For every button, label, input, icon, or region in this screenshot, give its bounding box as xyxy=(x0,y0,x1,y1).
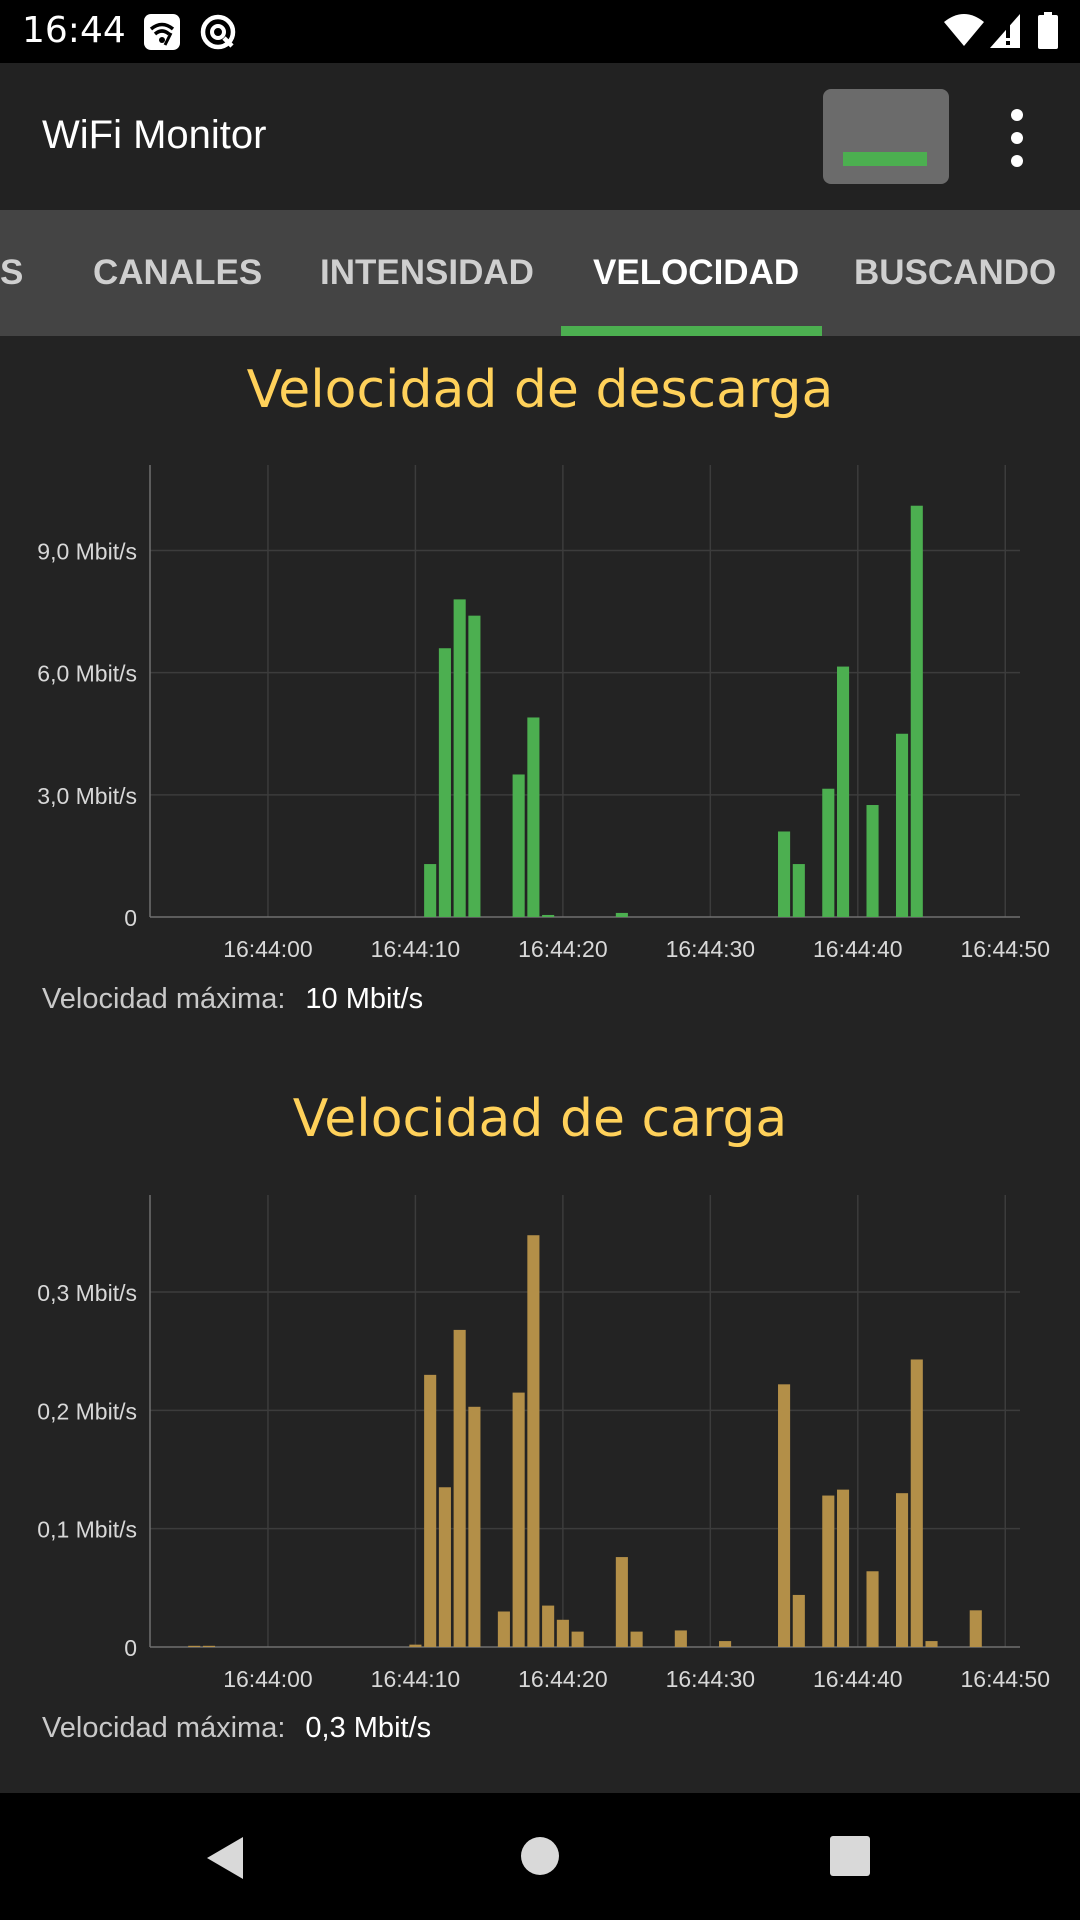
download-bar xyxy=(453,599,466,917)
upload-max-value: 0,3 Mbit/s xyxy=(305,1712,432,1744)
upload-x-tick-label: 16:44:50 xyxy=(960,1666,1050,1692)
tab-s[interactable]: S xyxy=(0,253,24,292)
upload-bar xyxy=(438,1487,451,1647)
upload-bar xyxy=(542,1605,555,1647)
upload-bar xyxy=(969,1610,982,1647)
upload-y-tick-label: 0 xyxy=(124,1635,137,1661)
upload-bar xyxy=(778,1384,791,1647)
upload-x-tick-label: 16:44:40 xyxy=(813,1666,903,1692)
upload-bar xyxy=(837,1489,850,1647)
upload-bar xyxy=(792,1594,805,1647)
download-bar xyxy=(615,912,628,917)
upload-chart: 16:44:00 16:44:10 16:44:20 16:44:30 16:44:40… xyxy=(37,1195,1050,1692)
upload-bar xyxy=(556,1619,569,1647)
download-bar xyxy=(778,831,791,917)
download-chart-title: Velocidad de descarga xyxy=(246,360,834,420)
tab-indicator xyxy=(561,326,822,336)
cell-signal-icon xyxy=(988,12,1022,55)
download-bar xyxy=(866,805,879,917)
upload-x-tick-label: 16:44:20 xyxy=(518,1666,608,1692)
app-bar: WiFi Monitor xyxy=(0,63,1080,210)
upload-bar xyxy=(453,1329,466,1647)
more-vert-icon[interactable] xyxy=(990,103,1044,173)
upload-bar xyxy=(719,1641,732,1647)
battery-widget-icon xyxy=(843,152,927,166)
upload-bar xyxy=(925,1641,938,1647)
download-x-tick-label: 16:44:10 xyxy=(371,936,461,962)
download-x-tick-label: 16:44:20 xyxy=(518,936,608,962)
download-max-label: Velocidad máxima: xyxy=(42,983,286,1015)
download-max-row: Velocidad máxima: 10 Mbit/s xyxy=(42,983,423,1016)
download-bar xyxy=(512,774,525,917)
upload-bar xyxy=(188,1645,201,1647)
upload-chart-title: Velocidad de carga xyxy=(292,1089,788,1149)
download-bar xyxy=(792,864,805,917)
upload-bar xyxy=(910,1359,923,1647)
battery-widget-button[interactable] xyxy=(823,89,949,184)
tab-bar: S CANALES INTENSIDAD VELOCIDAD BUSCANDO xyxy=(0,210,1080,336)
download-y-tick-label: 6,0 Mbit/s xyxy=(37,661,137,687)
upload-bar xyxy=(424,1374,437,1647)
upload-bar xyxy=(202,1645,216,1647)
upload-max-row: Velocidad máxima: 0,3 Mbit/s xyxy=(42,1712,431,1745)
download-bar xyxy=(895,733,909,917)
upload-x-tick-label: 16:44:30 xyxy=(666,1666,756,1692)
tab-velocidad[interactable]: VELOCIDAD xyxy=(593,253,800,292)
upload-bar xyxy=(630,1631,643,1647)
app-title: WiFi Monitor xyxy=(42,113,267,157)
download-chart: 16:44:00 16:44:10 16:44:20 16:44:30 16:44:40… xyxy=(37,465,1050,962)
download-y-tick-label: 3,0 Mbit/s xyxy=(37,783,137,809)
download-max-value: 10 Mbit/s xyxy=(305,983,424,1015)
wifi-signal-icon xyxy=(942,12,986,55)
status-time: 16:44 xyxy=(22,10,126,51)
upload-bar xyxy=(615,1557,628,1647)
upload-bar xyxy=(409,1644,422,1647)
at-sign-icon xyxy=(198,12,238,57)
upload-bar xyxy=(527,1235,540,1647)
download-y-tick-label: 9,0 Mbit/s xyxy=(37,539,137,565)
tab-buscando[interactable]: BUSCANDO xyxy=(854,253,1057,292)
upload-y-tick-label: 0,3 Mbit/s xyxy=(37,1280,137,1306)
battery-icon xyxy=(1037,12,1059,55)
download-x-tick-label: 16:44:00 xyxy=(223,936,313,962)
wifi-settings-icon xyxy=(142,12,182,57)
upload-bar xyxy=(822,1495,835,1647)
download-x-tick-label: 16:44:50 xyxy=(960,936,1050,962)
download-bar xyxy=(837,666,850,917)
download-bar xyxy=(527,717,540,917)
home-icon[interactable] xyxy=(520,1836,560,1876)
tab-canales[interactable]: CANALES xyxy=(93,253,263,292)
download-bar xyxy=(910,505,923,917)
download-x-tick-label: 16:44:40 xyxy=(813,936,903,962)
upload-x-tick-label: 16:44:00 xyxy=(223,1666,313,1692)
upload-bar xyxy=(468,1406,481,1647)
tab-intensidad[interactable]: INTENSIDAD xyxy=(320,253,534,292)
download-x-tick-label: 16:44:30 xyxy=(666,936,756,962)
status-bar: 16:44 xyxy=(0,0,1080,63)
download-y-tick-label: 0 xyxy=(124,905,137,931)
nav-bar xyxy=(0,1793,1080,1920)
download-bar xyxy=(468,615,481,917)
back-icon[interactable] xyxy=(203,1835,247,1881)
upload-x-tick-label: 16:44:10 xyxy=(371,1666,461,1692)
upload-max-label: Velocidad máxima: xyxy=(42,1712,286,1744)
upload-bar xyxy=(512,1392,525,1647)
upload-y-tick-label: 0,1 Mbit/s xyxy=(37,1517,137,1543)
upload-bar xyxy=(497,1611,510,1647)
upload-bar xyxy=(866,1571,879,1647)
download-bar xyxy=(542,914,555,917)
upload-bar xyxy=(571,1631,584,1647)
download-bar xyxy=(822,788,835,917)
recents-icon[interactable] xyxy=(830,1836,870,1876)
upload-y-tick-label: 0,2 Mbit/s xyxy=(37,1398,137,1424)
download-bar xyxy=(424,864,437,917)
download-bar xyxy=(438,648,451,917)
upload-bar xyxy=(895,1493,909,1647)
upload-bar xyxy=(674,1630,687,1647)
